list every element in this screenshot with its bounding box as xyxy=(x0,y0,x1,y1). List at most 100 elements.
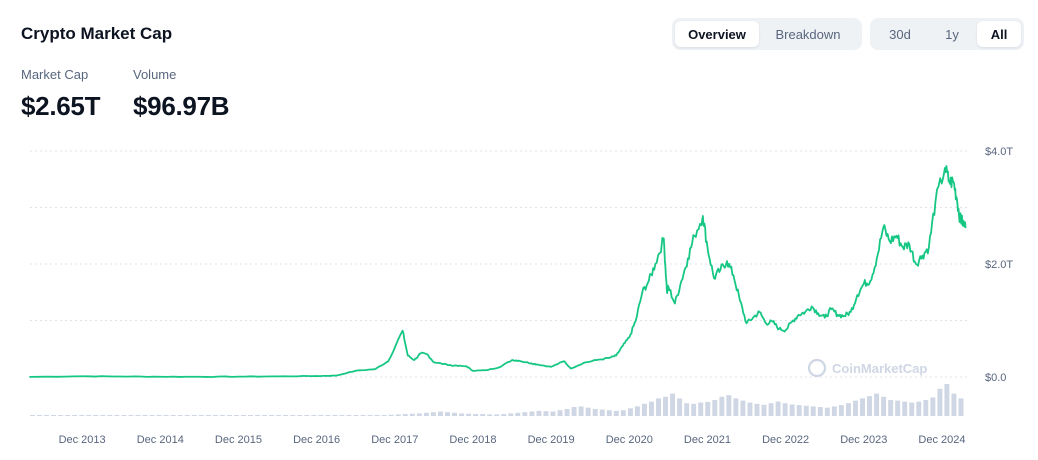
tab-breakdown[interactable]: Breakdown xyxy=(775,26,841,42)
volume-bar xyxy=(902,401,908,416)
volume-bar xyxy=(346,415,352,416)
volume-bar xyxy=(529,411,535,416)
volume-bar xyxy=(923,400,929,416)
x-tick-label: Dec 2024 xyxy=(918,434,965,446)
volume-bar xyxy=(860,398,865,416)
volume-bar xyxy=(226,415,232,416)
volume-bar xyxy=(487,414,493,416)
volume-bar xyxy=(775,401,781,416)
volume-bar xyxy=(128,415,134,416)
volume-bar xyxy=(550,411,556,416)
volume-bar xyxy=(930,397,936,416)
volume-bar xyxy=(649,401,654,416)
y-axis: $4.0T $2.0T $0.0 xyxy=(985,146,1013,384)
volume-bar xyxy=(782,403,788,416)
volume-bar xyxy=(888,400,894,416)
market-cap-label: Market Cap xyxy=(21,67,89,82)
volume-bar xyxy=(388,414,394,416)
volume-bar xyxy=(86,415,92,416)
volume-bar xyxy=(916,401,922,416)
volume-bar xyxy=(466,413,472,416)
volume-bar xyxy=(100,415,106,416)
volume-stat: Volume $96.97B xyxy=(133,67,230,122)
market-cap-value: $2.65T xyxy=(21,91,101,121)
volume-bar xyxy=(620,410,626,416)
volume-bar xyxy=(754,403,760,416)
page-title: Crypto Market Cap xyxy=(21,24,173,43)
volume-bar xyxy=(937,388,943,416)
volume-bars xyxy=(30,384,964,416)
volume-bar xyxy=(726,395,732,416)
watermark: CoinMarketCap xyxy=(807,358,927,378)
volume-bar xyxy=(578,406,584,416)
volume-bar xyxy=(761,404,767,416)
volume-bar xyxy=(951,393,957,416)
x-tick-label: Dec 2021 xyxy=(684,434,731,446)
volume-bar xyxy=(585,407,591,416)
volume-bar xyxy=(430,412,436,416)
volume-bar xyxy=(402,414,408,416)
volume-bar xyxy=(205,415,211,416)
volume-bar xyxy=(297,415,303,416)
volume-bar xyxy=(381,415,387,416)
volume-bar xyxy=(170,415,176,416)
volume-bar xyxy=(606,410,612,416)
x-tick-label: Dec 2014 xyxy=(137,434,184,446)
grid-lines xyxy=(30,150,968,378)
y-tick-label: $4.0T xyxy=(985,146,1013,158)
volume-bar xyxy=(613,410,619,416)
market-cap-stat: Market Cap $2.65T xyxy=(21,67,100,122)
volume-bar xyxy=(543,411,549,416)
volume-bar xyxy=(768,403,774,416)
volume-bar xyxy=(634,406,640,416)
volume-bar xyxy=(423,412,429,416)
volume-bar xyxy=(241,415,246,416)
volume-bar xyxy=(522,412,528,416)
range-all[interactable]: All xyxy=(977,21,1021,47)
volume-bar xyxy=(909,402,915,416)
volume-bar xyxy=(867,396,872,416)
volume-bar xyxy=(219,415,225,416)
volume-bar xyxy=(656,398,661,416)
volume-bar xyxy=(353,415,359,416)
volume-bar xyxy=(149,415,155,416)
volume-bar xyxy=(796,405,802,416)
volume-bar xyxy=(283,415,289,416)
volume-bar xyxy=(557,410,563,416)
volume-bar xyxy=(592,408,598,416)
volume-bar xyxy=(58,415,64,416)
x-tick-label: Dec 2013 xyxy=(59,434,106,446)
volume-bar xyxy=(452,412,457,416)
tab-overview[interactable]: Overview xyxy=(675,21,759,47)
range-1y[interactable]: 1y xyxy=(945,26,959,42)
volume-bar xyxy=(72,415,78,416)
volume-bar xyxy=(810,406,816,416)
volume-bar xyxy=(733,398,739,416)
volume-bar xyxy=(445,412,450,416)
x-axis: Dec 2013 Dec 2014 Dec 2015 Dec 2016 Dec 2017… xyxy=(59,434,966,446)
volume-bar xyxy=(304,415,310,416)
volume-bar xyxy=(895,400,901,416)
volume-bar xyxy=(705,401,711,416)
volume-bar xyxy=(684,403,690,416)
volume-bar xyxy=(874,393,880,416)
volume-bar xyxy=(817,407,823,416)
volume-bar xyxy=(114,415,120,416)
volume-bar xyxy=(719,396,725,416)
volume-bar xyxy=(79,415,85,416)
volume-bar xyxy=(480,414,486,416)
volume-bar xyxy=(107,415,113,416)
volume-bar xyxy=(416,413,422,416)
watermark-text: CoinMarketCap xyxy=(832,361,927,376)
volume-bar xyxy=(712,400,718,416)
range-30d[interactable]: 30d xyxy=(889,26,911,42)
volume-bar xyxy=(37,415,42,416)
volume-bar xyxy=(142,415,148,416)
volume-bar xyxy=(881,396,887,416)
volume-bar xyxy=(663,396,668,416)
volume-bar xyxy=(508,413,514,416)
volume-bar xyxy=(740,400,746,416)
volume-bar xyxy=(789,404,795,416)
